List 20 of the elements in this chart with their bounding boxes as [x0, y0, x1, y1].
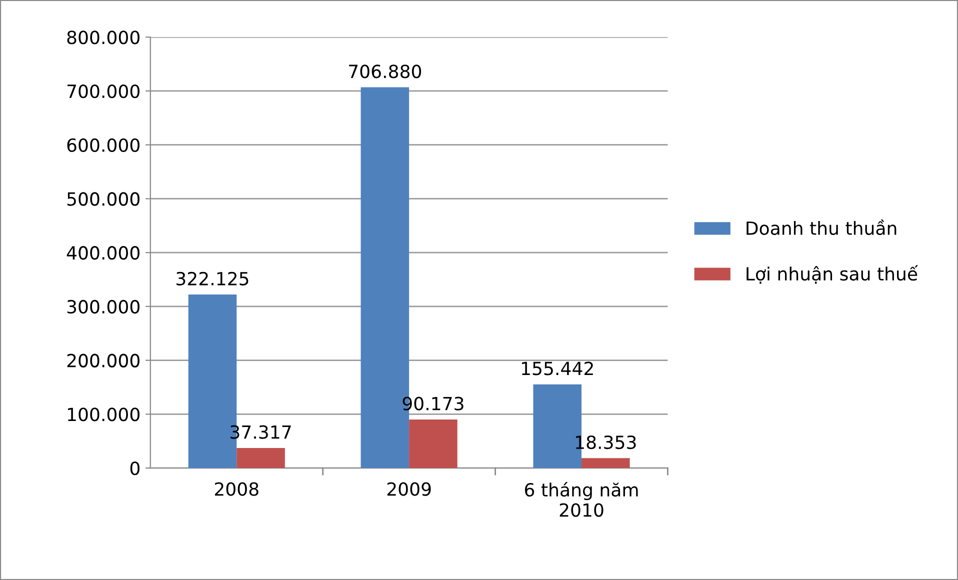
y-tick-label: 400.000	[66, 246, 140, 260]
bar	[582, 458, 630, 468]
bar	[409, 419, 458, 468]
y-tick-label: 600.000	[67, 138, 140, 152]
y-tick-label: 500.000	[67, 192, 140, 206]
x-tick-label: 2008	[214, 482, 258, 496]
y-tick-label: 800.000	[67, 30, 140, 44]
legend-label: Doanh thu thuần	[746, 219, 896, 236]
bar	[236, 448, 285, 468]
legend-label: Lợi nhuận sau thuế	[746, 265, 918, 284]
y-tick-label: 200.000	[67, 354, 140, 368]
data-label: 706.880	[349, 64, 422, 78]
y-tick-label: 700.000	[68, 84, 140, 98]
data-label: 322.125	[176, 272, 248, 286]
y-tick-label: 0	[130, 462, 140, 476]
x-tick-label: 6 tháng năm 2010	[524, 482, 638, 517]
data-label: 155.442	[522, 362, 593, 376]
y-tick-label: 300.000	[67, 300, 140, 314]
x-tick-label: 2009	[387, 482, 431, 496]
y-tick-label: 100.000	[68, 408, 140, 422]
